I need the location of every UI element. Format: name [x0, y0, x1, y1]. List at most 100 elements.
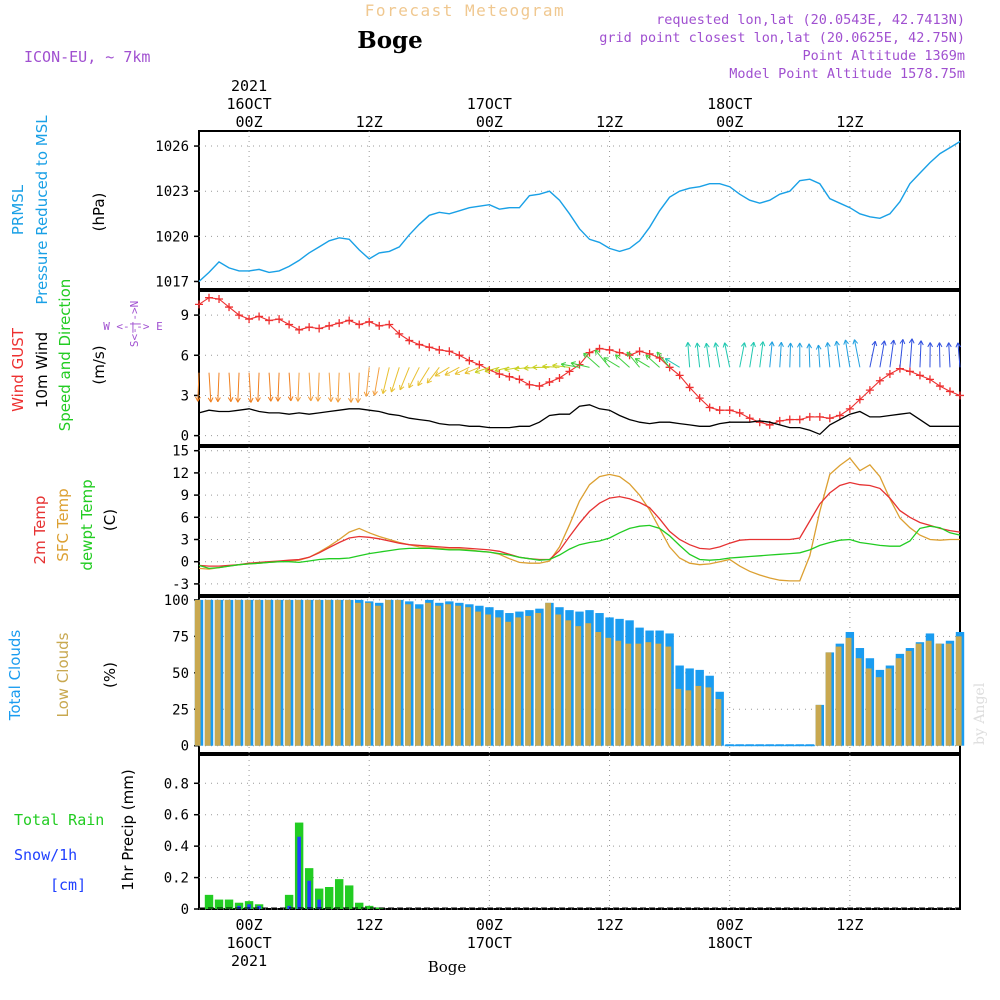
- gust-marker: [705, 403, 714, 412]
- rain-label: Total Rain: [14, 811, 104, 829]
- low-cloud-bar: [365, 602, 371, 746]
- precip-ylabel: 1hr Precip (mm): [119, 769, 137, 890]
- pressure-panel: 1017 1020 1023 1026: [155, 130, 961, 290]
- low-cloud-bar: [545, 602, 552, 746]
- gust-marker: [195, 300, 203, 309]
- dewpoint-line: [198, 524, 961, 570]
- wind-direction-arrow: [408, 367, 420, 389]
- wind-direction-arrow: [687, 342, 691, 368]
- pressure-line: [198, 140, 961, 283]
- temp-2m-line: [198, 481, 961, 567]
- low-cloud-bar: [675, 688, 682, 746]
- gust-marker: [925, 375, 934, 384]
- rain-bar: [355, 902, 364, 909]
- low-cloud-bar: [645, 642, 652, 746]
- wind-direction-arrow: [308, 372, 312, 401]
- temp-dewpt-label: dewpt Temp: [78, 479, 96, 570]
- y-tick-label: 0: [181, 739, 189, 755]
- wind-direction-arrow: [228, 372, 232, 402]
- wind-direction-arrow: [484, 366, 500, 373]
- wind-arrow-head: [247, 397, 254, 403]
- low-cloud-bar: [304, 599, 311, 746]
- low-cloud-bar: [284, 599, 291, 746]
- wind-direction-arrow: [714, 342, 721, 368]
- wind-arrow-head: [815, 344, 822, 350]
- wind-arrow-head: [275, 396, 281, 402]
- gust-marker: [775, 416, 784, 425]
- rain-bar: [344, 885, 354, 909]
- wind-direction-arrow: [454, 366, 470, 375]
- low-cloud-bar: [955, 636, 962, 746]
- gust-marker: [225, 303, 234, 312]
- precip-panel: 0 0.2 0.4 0.6 0.8: [164, 754, 961, 918]
- gust-marker: [405, 336, 414, 345]
- gust-marker: [635, 347, 644, 356]
- low-cloud-bar: [415, 608, 421, 746]
- low-cloud-bar: [895, 658, 902, 746]
- time-label-top: 00Z: [236, 113, 263, 131]
- low-cloud-bar: [865, 668, 872, 746]
- low-cloud-bar: [705, 687, 712, 746]
- low-cloud-bar: [695, 685, 702, 746]
- clouds-panel: 0 25 50 75 100: [164, 593, 965, 755]
- wind-arrow-head: [871, 340, 878, 347]
- low-cloud-bar: [204, 599, 211, 746]
- wind-arrow-head: [787, 342, 794, 348]
- wind-arrow-head: [389, 387, 396, 393]
- wind-direction-arrow: [426, 367, 440, 384]
- low-cloud-bar: [945, 643, 952, 746]
- wind-direction-label: Speed and Direction: [56, 279, 74, 432]
- total-cloud-bar: [794, 744, 805, 747]
- wind-direction-arrow: [634, 358, 650, 368]
- snow-bar: [257, 905, 261, 909]
- total-cloud-bar: [734, 744, 745, 747]
- wind-arrow-head: [899, 339, 906, 345]
- time-label-top: 12Z: [356, 113, 383, 131]
- low-cloud-bar: [665, 646, 672, 746]
- wind-direction-arrow: [919, 340, 922, 368]
- gust-marker: [475, 360, 484, 369]
- wind-arrow-head: [484, 367, 490, 374]
- y-tick-label: 6: [181, 510, 189, 526]
- wind-direction-arrow: [938, 342, 941, 368]
- temp-2m-label: 2m Temp: [31, 496, 49, 565]
- gust-marker: [745, 414, 754, 423]
- wind-direction-arrow: [664, 358, 680, 368]
- wind-direction-arrow: [957, 342, 961, 368]
- time-label-top: 2021: [231, 77, 267, 95]
- gust-marker: [835, 411, 844, 420]
- wind-gust-label: Wind GUST: [9, 327, 27, 412]
- wind-direction-arrow: [328, 372, 332, 402]
- gust-marker: [345, 316, 354, 325]
- time-label-bottom: 00Z: [476, 916, 503, 934]
- time-label-bottom: 2021: [231, 952, 267, 970]
- total-cloud-bar: [774, 744, 785, 747]
- wind-direction-arrow: [382, 367, 390, 394]
- low-cloud-bar: [445, 604, 451, 746]
- wind-direction-arrow: [645, 354, 660, 368]
- gust-marker: [685, 383, 694, 392]
- gust-marker: [865, 386, 874, 395]
- wind-arrow-head: [843, 339, 849, 345]
- wind-direction-arrow: [869, 341, 876, 368]
- wind-arrow-head: [664, 358, 671, 364]
- gust-marker: [295, 325, 304, 334]
- low-cloud-bar: [385, 599, 391, 746]
- rain-bar: [204, 894, 214, 909]
- low-cloud-bar: [575, 626, 582, 746]
- wind-arrow-head: [454, 369, 461, 375]
- wind-arrow-head: [603, 357, 609, 363]
- y-tick-label: 0.8: [164, 776, 189, 792]
- low-cloud-bar: [685, 690, 692, 746]
- time-label-bottom: 12Z: [596, 916, 623, 934]
- wind-direction-arrow: [836, 341, 841, 368]
- gust-marker: [605, 345, 614, 354]
- point-altitude: Point Altitude 1369m: [802, 48, 965, 64]
- snow-bar: [237, 905, 241, 909]
- gust-marker: [905, 367, 914, 376]
- low-cloud-bar: [915, 643, 922, 746]
- low-clouds-label: Low Clouds: [54, 632, 72, 717]
- wind-arrow-head: [946, 342, 952, 348]
- rain-bar: [314, 888, 324, 909]
